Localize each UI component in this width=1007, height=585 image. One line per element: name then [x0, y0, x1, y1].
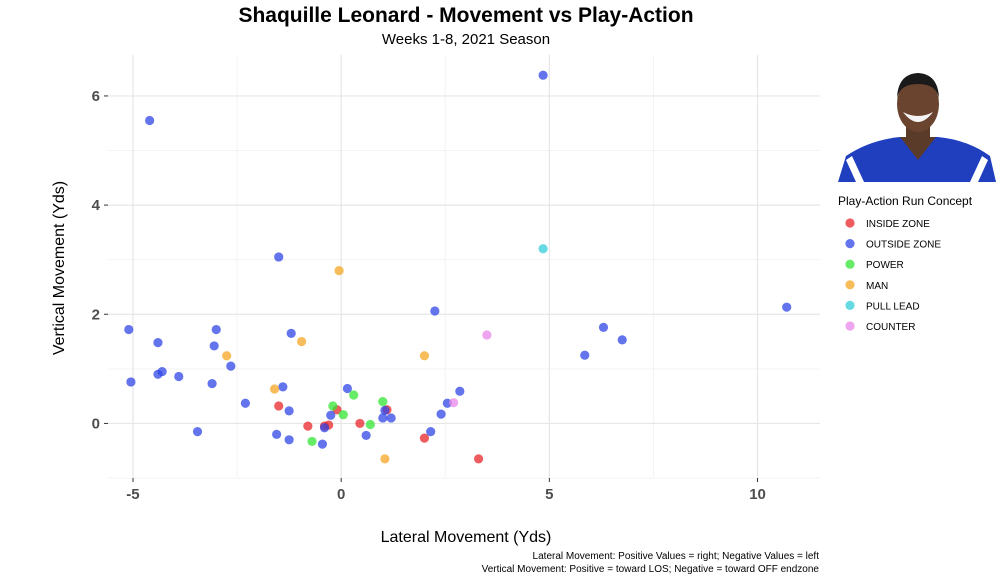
legend-key [845, 239, 855, 249]
data-point [274, 252, 284, 262]
legend-key [845, 280, 855, 290]
data-point [192, 427, 203, 437]
data-point [174, 371, 184, 382]
data-point [222, 351, 232, 361]
data-point [378, 413, 388, 423]
data-point [361, 430, 371, 441]
player-headshot [838, 57, 996, 182]
legend: INSIDE ZONE OUTSIDE ZONE POWER MAN PULL LEAD… [845, 218, 941, 333]
legend-label: POWER [866, 260, 904, 271]
data-point [211, 324, 221, 335]
caption-line-1: Lateral Movement: Positive Values = righ… [533, 551, 820, 562]
data-point [307, 436, 317, 447]
data-point [473, 454, 484, 464]
y-tick-label: 4 [92, 197, 101, 214]
data-point [284, 406, 294, 416]
x-tick-label: -5 [126, 486, 139, 503]
data-point [378, 396, 388, 407]
y-axis-ticks: 0 2 4 6 [92, 88, 108, 432]
data-point [272, 429, 282, 439]
data-point [303, 421, 313, 431]
data-point [342, 383, 353, 394]
x-tick-label: 10 [749, 486, 766, 503]
data-point [338, 410, 348, 420]
y-axis-label: Vertical Movement (Yds) [51, 181, 68, 355]
data-point [317, 439, 328, 449]
y-tick-label: 6 [92, 88, 100, 105]
legend-key [845, 300, 855, 310]
data-point [334, 265, 344, 276]
data-point [297, 336, 307, 347]
data-point [349, 390, 359, 400]
x-tick-label: 5 [545, 486, 553, 503]
legend-label: OUTSIDE ZONE [866, 240, 941, 251]
legend-key [845, 259, 855, 269]
data-point [284, 435, 294, 445]
legend-label: COUNTER [866, 322, 915, 333]
data-point [153, 369, 163, 379]
data-point [419, 433, 430, 443]
x-axis-label: Lateral Movement (Yds) [381, 529, 552, 546]
caption-line-2: Vertical Movement: Positive = toward LOS… [482, 564, 820, 575]
data-point [278, 382, 288, 392]
data-point [598, 322, 609, 332]
legend-title: Play-Action Run Concept [838, 194, 973, 208]
data-point [209, 341, 219, 351]
data-point [430, 306, 440, 316]
data-point [380, 405, 390, 415]
data-point [426, 427, 436, 437]
data-point [319, 423, 330, 433]
legend-key [845, 321, 855, 331]
legend-label: INSIDE ZONE [866, 219, 930, 230]
legend-label: PULL LEAD [866, 301, 920, 312]
data-point [274, 401, 284, 411]
chart-title: Shaquille Leonard - Movement vs Play-Act… [238, 4, 693, 27]
data-point [145, 115, 155, 126]
data-point [286, 328, 296, 338]
data-point [419, 351, 430, 361]
y-tick-label: 2 [92, 306, 100, 323]
y-tick-label: 0 [92, 415, 100, 432]
data-point [326, 410, 336, 420]
chart-subtitle: Weeks 1-8, 2021 Season [382, 31, 550, 48]
data-point [207, 378, 217, 389]
grid [108, 55, 820, 479]
data-point [455, 386, 465, 396]
data-point [153, 338, 163, 348]
data-points [124, 70, 792, 464]
legend-key [845, 218, 855, 228]
data-point [617, 335, 627, 345]
data-point [448, 398, 459, 408]
data-point [580, 350, 590, 360]
legend-label: MAN [866, 281, 888, 292]
data-point [328, 401, 338, 411]
data-point [226, 361, 236, 371]
data-point [380, 454, 390, 464]
data-point [538, 70, 548, 80]
data-point [240, 398, 251, 408]
data-point [386, 413, 396, 423]
data-point [124, 324, 134, 335]
data-point [269, 384, 280, 394]
data-point [365, 419, 375, 430]
data-point [436, 409, 446, 419]
data-point [482, 330, 492, 340]
data-point [782, 302, 792, 312]
data-point [538, 244, 548, 254]
data-point [355, 418, 365, 429]
data-point [126, 377, 136, 387]
x-axis-ticks: -5 0 5 10 [126, 478, 766, 503]
x-tick-label: 0 [337, 486, 345, 503]
